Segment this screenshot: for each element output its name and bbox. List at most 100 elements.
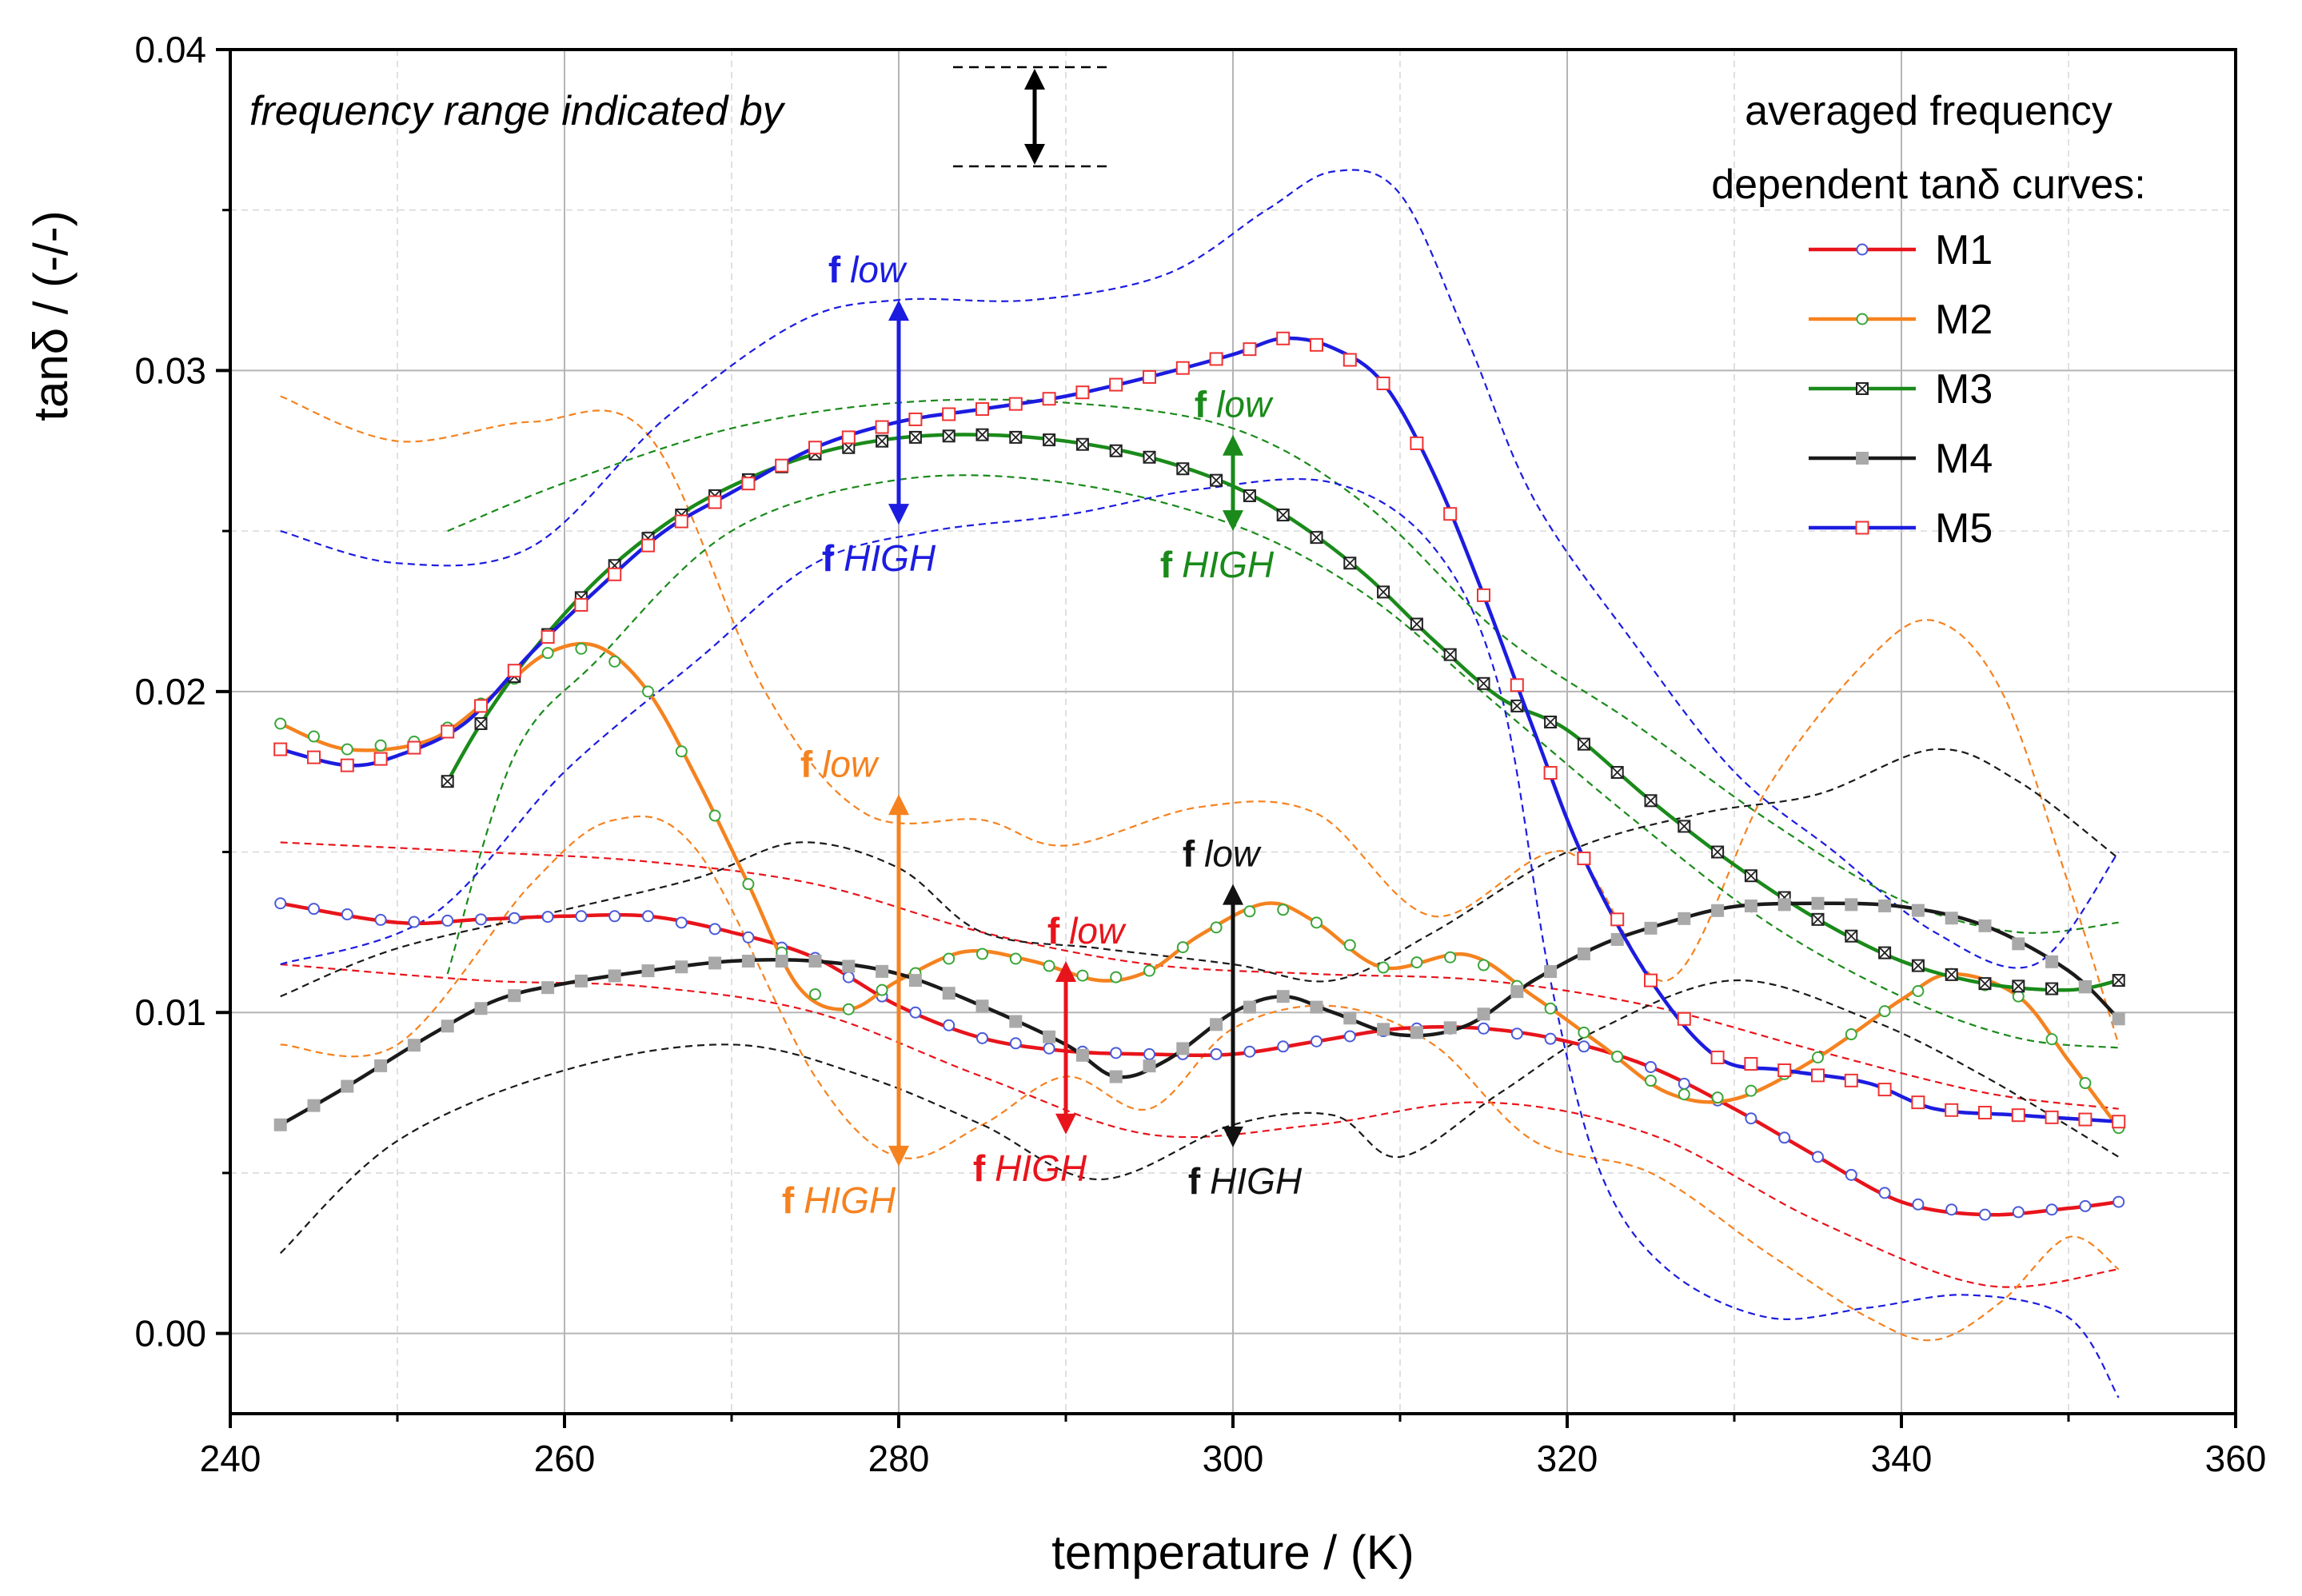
point-m5 [307, 750, 321, 764]
point-m2 [675, 745, 688, 758]
x-tick-label: 240 [200, 1438, 261, 1479]
point-m4 [842, 960, 856, 973]
point-m4 [1711, 904, 1725, 917]
point-m5 [1677, 1011, 1691, 1026]
point-m2 [1544, 1002, 1557, 1015]
y-tick-label: 0.00 [134, 1313, 206, 1355]
point-m5 [975, 402, 989, 417]
annotation-m3-high-f: f [1160, 544, 1173, 585]
point-m5 [1978, 1105, 1992, 1119]
annotation-m1-low-f: f [1047, 910, 1060, 952]
point-m1 [1979, 1208, 1991, 1221]
point-m3-x [474, 717, 488, 730]
point-m4 [741, 955, 755, 968]
annotation-m5-low-word: low [850, 249, 908, 290]
point-m1 [1544, 1032, 1557, 1045]
annotation-m5-high-f: f [822, 537, 835, 579]
point-m3-x [1143, 451, 1156, 464]
point-m2 [1143, 964, 1155, 977]
point-m4 [1143, 1059, 1156, 1073]
point-m3-x [2012, 980, 2025, 992]
legend-item-m2-marker [1856, 313, 1869, 325]
point-m2 [374, 739, 387, 752]
point-m5 [1443, 507, 1458, 521]
annotation-m2-arrow-head-bottom [888, 1145, 909, 1167]
point-m4 [1176, 1042, 1190, 1055]
legend-item-m3-marker-x [1856, 382, 1869, 395]
point-m2 [608, 655, 621, 668]
annotation-m3-arrow-head-top [1223, 434, 1243, 456]
point-m3-x [441, 775, 454, 788]
point-m5 [273, 742, 288, 756]
point-m3-x [876, 435, 888, 448]
point-m3-x [1043, 433, 1055, 446]
annotation-m5-arrow-head-top [888, 300, 909, 321]
point-m4 [1744, 899, 1757, 912]
point-m5 [1710, 1050, 1725, 1064]
point-m5 [875, 420, 889, 434]
point-m1 [708, 923, 721, 936]
point-m3-x [1343, 557, 1356, 569]
annotation-m2-high-word: HIGH [804, 1179, 896, 1221]
point-m2 [1444, 951, 1457, 964]
point-m2 [943, 952, 956, 965]
point-m1 [2012, 1206, 2025, 1219]
point-m1 [1009, 1037, 1022, 1050]
point-m5 [1477, 588, 1490, 602]
point-m5 [1410, 436, 1424, 450]
point-m3-x [1745, 869, 1757, 882]
band-lower-m2 [280, 815, 2120, 1342]
point-m5 [507, 664, 521, 678]
point-m5 [775, 458, 789, 473]
point-m3-x [1878, 946, 1891, 960]
point-m2 [2045, 1033, 2058, 1046]
point-m2 [1410, 956, 1423, 969]
point-m2 [1176, 941, 1189, 954]
point-m2 [1277, 904, 1290, 916]
point-m3-x [2045, 982, 2058, 996]
point-m4 [775, 955, 788, 968]
annotation-m2-high-f: f [782, 1179, 795, 1221]
point-m4 [1911, 904, 1925, 917]
point-m3-x [1544, 716, 1557, 728]
point-m5 [574, 597, 588, 612]
point-m3-x [1477, 677, 1490, 690]
point-m5 [608, 567, 622, 581]
point-m4 [608, 969, 621, 983]
point-m4 [441, 1019, 454, 1033]
point-m1 [1478, 1022, 1490, 1035]
point-m4 [641, 964, 655, 978]
point-m2 [308, 730, 320, 743]
legend-item-m3: M3 [1809, 366, 1993, 413]
point-m4 [1644, 921, 1658, 935]
point-m1 [1678, 1077, 1690, 1090]
point-m2 [1711, 1091, 1724, 1104]
point-m3-x [1644, 794, 1658, 807]
point-m2 [1210, 921, 1223, 934]
point-m2 [1478, 959, 1490, 972]
point-m2 [1678, 1088, 1690, 1101]
series-m5 [273, 331, 2126, 1129]
point-m3-x [1611, 766, 1624, 779]
point-m1 [943, 1019, 956, 1031]
annotation-m4-arrow-head-bottom [1223, 1126, 1243, 1147]
point-m3-x [1176, 462, 1189, 475]
series-lines [273, 331, 2126, 1221]
point-m1 [675, 916, 688, 929]
point-m1 [1277, 1040, 1290, 1053]
point-m5 [1945, 1103, 1959, 1117]
point-m1 [1812, 1151, 1824, 1163]
point-m1 [909, 1006, 922, 1019]
point-m3-x [1377, 585, 1390, 599]
point-m3-x [1845, 930, 1857, 943]
annotation-m3-low-label: f low [1195, 384, 1274, 425]
legend-item-m5-label: M5 [1935, 505, 1993, 552]
point-m1 [408, 916, 421, 928]
series-m2 [274, 641, 2125, 1135]
point-m5 [1644, 973, 1658, 988]
point-m5 [2078, 1112, 2093, 1127]
point-m5 [908, 412, 923, 426]
point-m1 [642, 910, 654, 923]
point-m1 [1878, 1187, 1891, 1199]
